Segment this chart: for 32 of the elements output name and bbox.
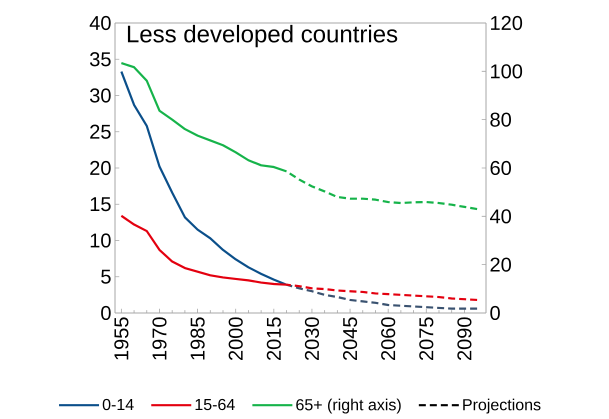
x-tick-label: 2030 — [304, 317, 320, 360]
y-tick-label: 20 — [90, 160, 111, 176]
y2-tick-label: 80 — [490, 112, 511, 127]
y-tick-label: 15 — [90, 197, 111, 212]
text: Projections — [463, 398, 540, 414]
legend-label: 15-64 — [196, 398, 235, 410]
y2-tick-label: 40 — [490, 209, 511, 224]
y-tick-label: 25 — [90, 124, 111, 139]
y-tick-label: 10 — [90, 233, 111, 248]
chart-title: Less developed countries — [128, 24, 398, 48]
x-tick-label: 1970 — [152, 317, 167, 360]
y2-tick-label: 120 — [491, 16, 522, 30]
y-tick-label: 40 — [90, 16, 111, 30]
y-tick-label: 5 — [101, 270, 111, 284]
x-tick-label: 2075 — [419, 317, 434, 360]
y-tick-label: 35 — [90, 52, 111, 66]
x-tick-label: 2090 — [457, 317, 472, 360]
y2-tick-label: 100 — [491, 64, 522, 78]
legend-label: 0-14 — [102, 398, 134, 410]
legend-label: 65+ (right axis) — [296, 398, 401, 414]
y2-tick-label: 60 — [490, 160, 511, 176]
x-tick-label: 2045 — [342, 317, 358, 360]
x-tick-label: 2060 — [381, 317, 396, 360]
y-tick-label: 0 — [101, 306, 111, 320]
y-tick-label: 30 — [90, 88, 111, 103]
line-series — [120, 70, 288, 286]
y2-tick-label: 0 — [490, 306, 500, 320]
x-tick-label: 1955 — [114, 317, 128, 360]
x-tick-label: 2015 — [266, 317, 281, 360]
x-tick-label: 1985 — [190, 317, 205, 360]
y2-tick-label: 20 — [490, 258, 511, 272]
x-tick-label: 2000 — [228, 317, 243, 360]
